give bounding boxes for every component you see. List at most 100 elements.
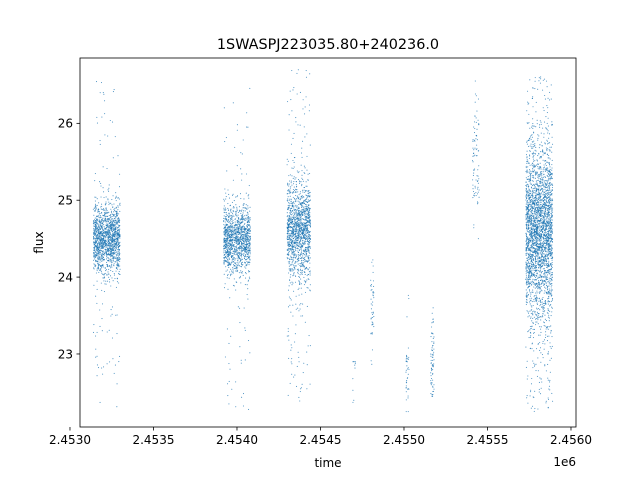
data-point: [525, 215, 527, 217]
data-point: [114, 364, 116, 366]
data-point: [230, 211, 232, 213]
data-point: [547, 308, 549, 310]
data-point: [293, 241, 295, 244]
data-point: [100, 231, 102, 233]
data-point: [306, 190, 308, 192]
data-point: [308, 250, 310, 252]
data-point: [242, 139, 244, 141]
data-point: [247, 251, 250, 254]
data-point: [301, 212, 303, 214]
data-point: [298, 276, 301, 278]
data-point: [295, 228, 297, 230]
data-point: [118, 218, 120, 220]
data-point: [107, 243, 109, 245]
data-point: [236, 254, 238, 256]
data-point: [115, 232, 117, 235]
data-point: [370, 360, 372, 362]
data-point: [237, 266, 239, 268]
data-point: [226, 328, 228, 330]
data-point: [308, 243, 310, 245]
data-point: [247, 408, 250, 410]
data-point: [291, 227, 293, 229]
data-point: [107, 257, 109, 259]
data-point: [295, 200, 297, 202]
data-point: [294, 267, 296, 269]
data-point: [104, 212, 106, 214]
data-point: [241, 228, 243, 230]
data-point: [372, 271, 374, 273]
data-point: [478, 189, 480, 191]
data-point: [97, 236, 99, 238]
data-point: [304, 106, 306, 108]
data-point: [104, 203, 106, 205]
data-point: [525, 170, 527, 173]
data-point: [226, 277, 228, 279]
data-point: [110, 214, 112, 216]
data-point: [300, 228, 302, 230]
data-point: [96, 331, 98, 333]
data-point: [297, 288, 299, 291]
data-point: [241, 247, 243, 249]
data-point: [108, 278, 111, 281]
data-point: [105, 232, 107, 234]
data-point: [295, 225, 298, 227]
data-point: [231, 229, 233, 231]
data-point: [292, 137, 294, 139]
data-point: [477, 169, 479, 171]
data-point: [114, 209, 116, 212]
data-point: [249, 239, 251, 241]
data-point: [96, 219, 99, 221]
data-point: [407, 388, 409, 390]
data-point: [243, 248, 245, 250]
data-point: [115, 241, 117, 244]
data-point: [225, 266, 227, 268]
data-point: [246, 284, 248, 286]
data-point: [232, 225, 234, 228]
data-point: [537, 134, 539, 136]
data-point: [114, 230, 116, 232]
data-point: [235, 235, 237, 237]
data-point: [550, 275, 552, 277]
data-point: [478, 178, 480, 180]
data-point: [299, 204, 301, 206]
data-point: [224, 255, 226, 257]
data-point: [293, 255, 295, 257]
data-point: [93, 268, 95, 270]
data-point: [293, 257, 295, 259]
data-point: [105, 231, 107, 233]
data-point: [110, 211, 112, 213]
data-point: [102, 229, 104, 231]
data-point: [228, 277, 230, 279]
data-point: [229, 250, 231, 252]
data-point: [107, 236, 110, 238]
data-point: [539, 347, 542, 349]
data-point: [294, 374, 296, 376]
data-point: [106, 249, 108, 251]
data-point: [100, 206, 102, 208]
data-point: [405, 357, 407, 359]
data-point: [301, 195, 303, 197]
data-point: [306, 305, 308, 308]
data-point: [109, 229, 111, 231]
data-point: [114, 227, 116, 229]
data-point: [289, 239, 291, 242]
data-point: [232, 270, 234, 272]
data-point: [94, 246, 96, 248]
data-point: [309, 231, 311, 233]
data-point: [238, 272, 240, 274]
data-point: [293, 207, 295, 209]
data-point: [235, 254, 237, 256]
data-point: [240, 241, 243, 243]
data-point: [95, 225, 97, 227]
data-point: [228, 213, 230, 215]
data-point: [408, 368, 410, 370]
data-point: [308, 241, 310, 243]
data-point: [292, 228, 294, 230]
data-point: [307, 221, 309, 223]
data-point: [224, 259, 226, 261]
data-point: [115, 267, 117, 269]
data-point: [118, 255, 120, 257]
data-point: [293, 201, 295, 203]
data-point: [304, 228, 306, 230]
data-point: [432, 354, 434, 356]
